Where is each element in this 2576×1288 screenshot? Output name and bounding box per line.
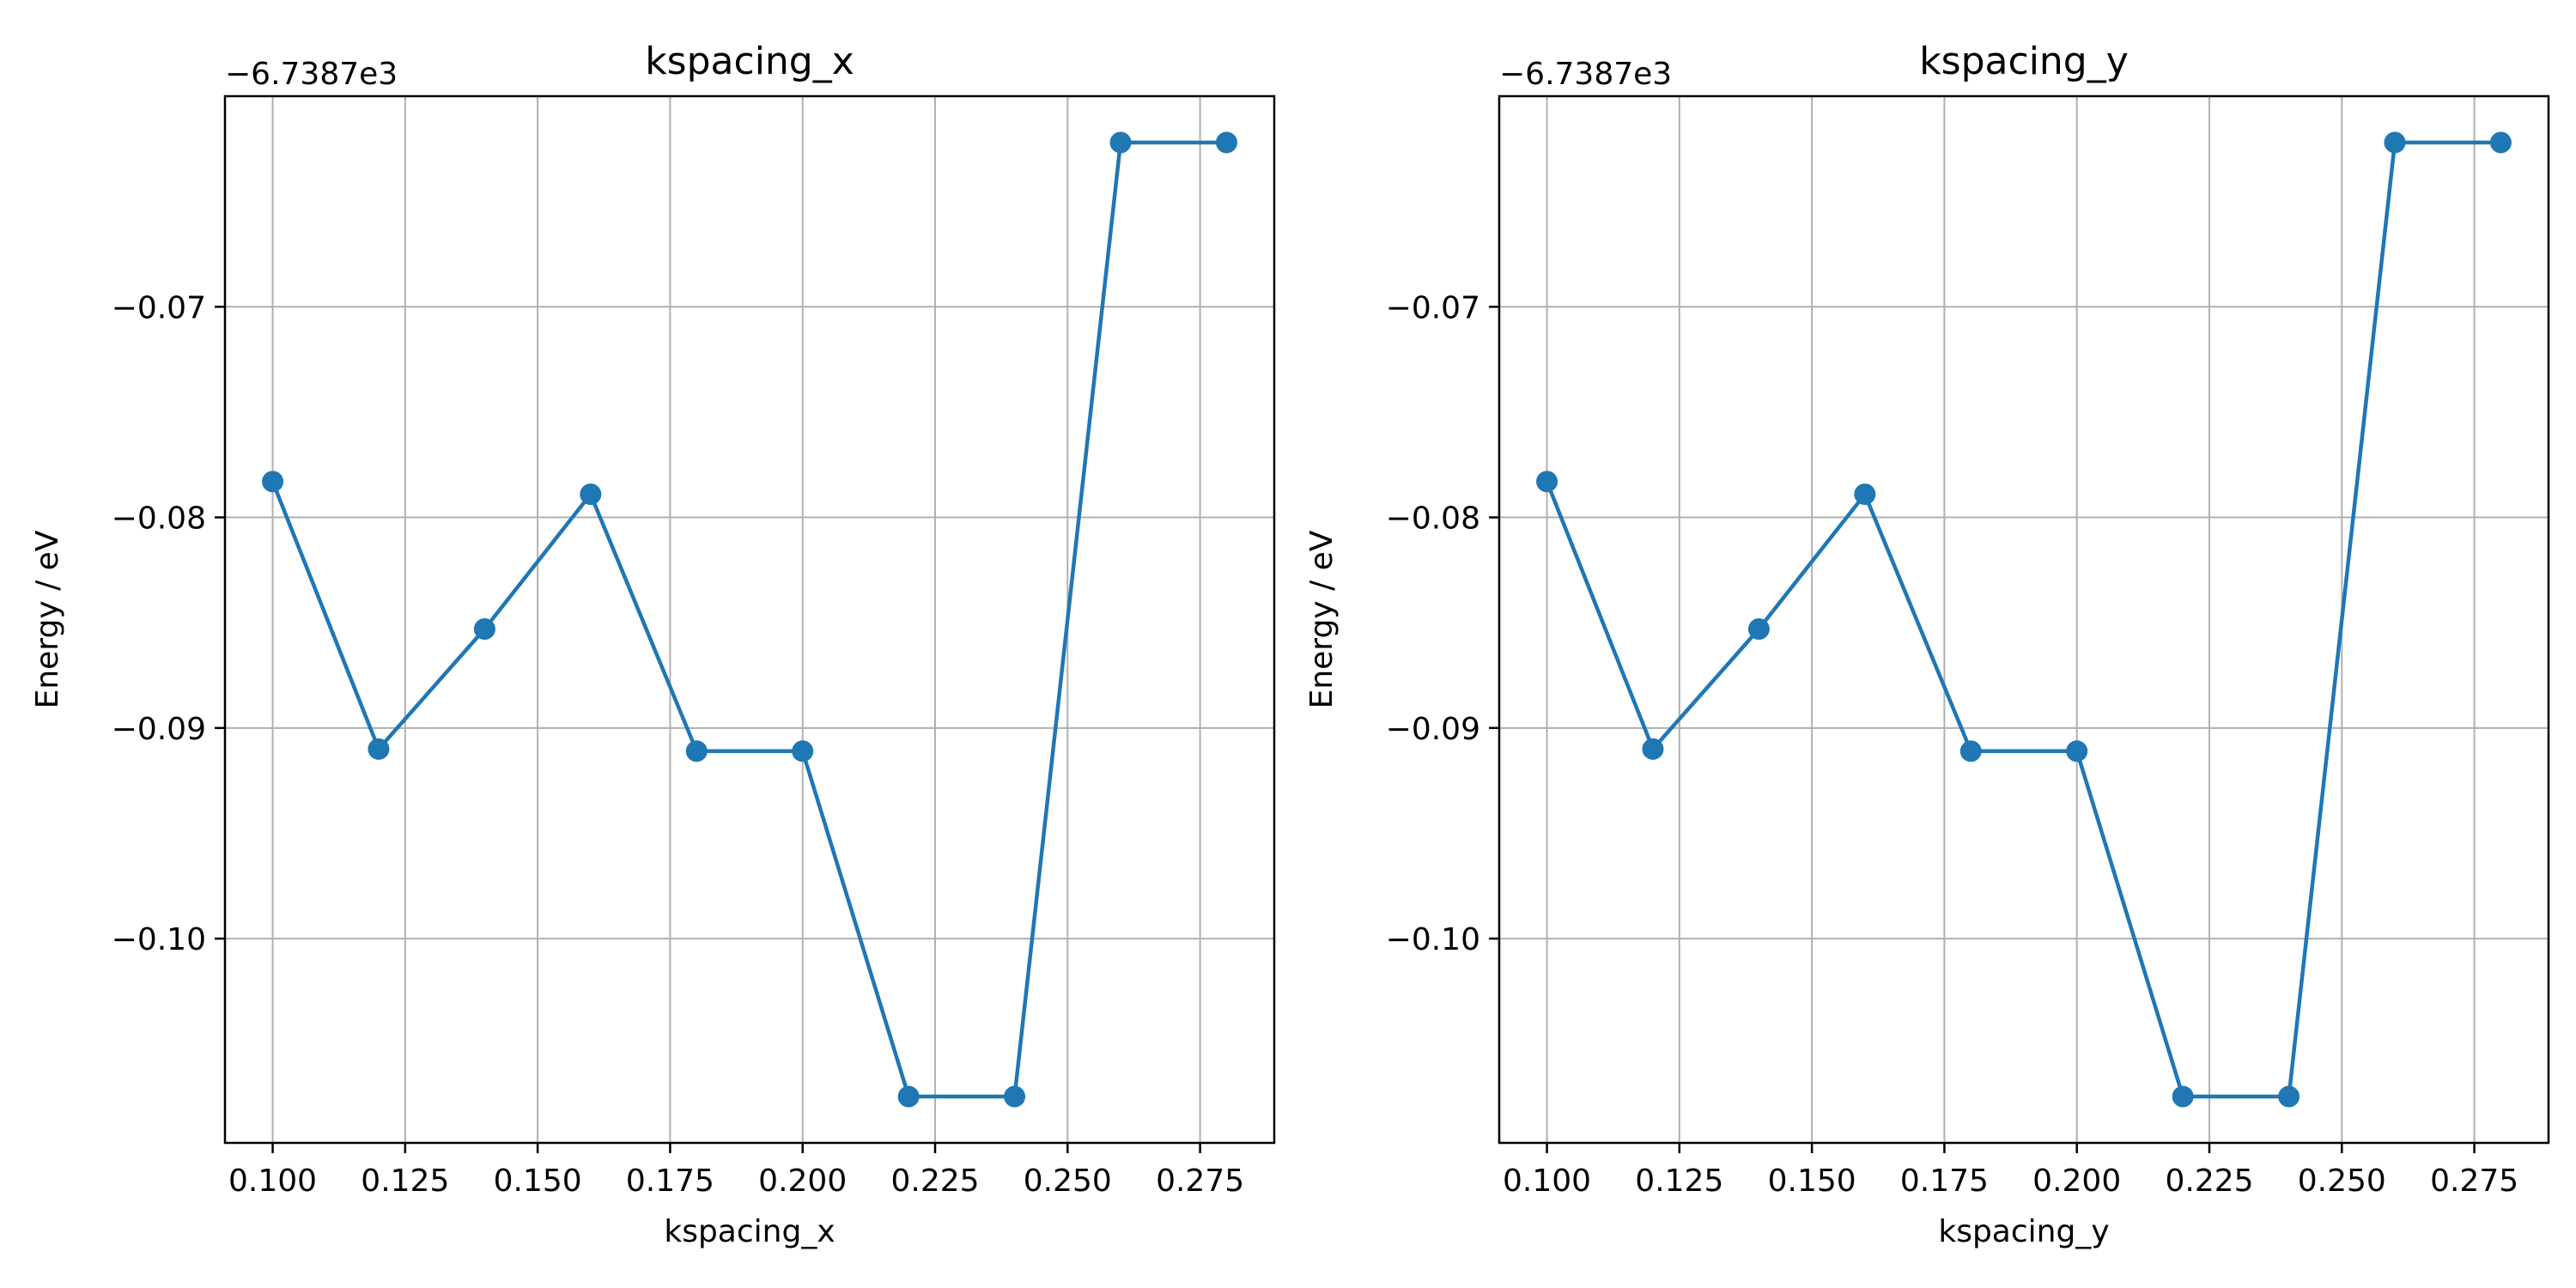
x-tick-label: 0.100 (228, 1163, 317, 1199)
chart-title: kspacing_x (645, 39, 854, 83)
y-offset-label: −6.7387e3 (225, 57, 398, 92)
data-point (2489, 131, 2512, 154)
y-tick-label: −0.08 (112, 501, 206, 537)
data-point (580, 483, 602, 506)
data-point (1747, 618, 1770, 641)
x-tick-label: 0.200 (2032, 1163, 2121, 1199)
x-tick-label: 0.275 (1156, 1163, 1244, 1199)
x-axis-label: kspacing_x (664, 1214, 835, 1249)
x-tick-label: 0.150 (1768, 1163, 1856, 1199)
data-point (2278, 1085, 2300, 1108)
data-point (792, 740, 814, 762)
x-tick-label: 0.250 (1024, 1163, 1112, 1199)
x-tick-label: 0.100 (1503, 1163, 1591, 1199)
series-line (1545, 140, 2501, 1099)
x-tick-label: 0.225 (890, 1163, 979, 1199)
chart-kspacing-x: 0.100 0.125 0.150 0.175 0.200 0.225 0.250 0.275… (30, 39, 1276, 1249)
data-point (685, 740, 708, 762)
data-point (368, 738, 390, 760)
y-tick-label: −0.09 (112, 712, 206, 747)
data-point (1109, 131, 1132, 154)
data-point (473, 618, 495, 641)
x-tick-label: 0.225 (2165, 1163, 2253, 1199)
x-tick-label: 0.175 (1900, 1163, 1989, 1199)
x-tick-label: 0.125 (1635, 1163, 1723, 1199)
y-tick-label: −0.10 (1386, 922, 1480, 957)
y-axis-label: Energy / eV (30, 530, 65, 708)
data-point (1215, 131, 1237, 154)
y-tick-label: −0.09 (1386, 712, 1480, 747)
x-axis-label: kspacing_y (1938, 1214, 2109, 1249)
data-point (897, 1085, 920, 1108)
axes-frame (223, 94, 1276, 1145)
data-point (1854, 483, 1876, 506)
y-axis-label: Energy / eV (1304, 530, 1340, 708)
x-tick-label: 0.175 (626, 1163, 714, 1199)
x-tick-label: 0.250 (2298, 1163, 2386, 1199)
y-tick-label: −0.07 (112, 290, 206, 325)
data-point (1642, 738, 1664, 760)
chart-kspacing-y: 0.100 0.125 0.150 0.175 0.200 0.225 0.250 0.275… (1304, 39, 2550, 1249)
data-point (2066, 740, 2088, 762)
chart-title: kspacing_y (1919, 39, 2129, 83)
x-tick-label: 0.275 (2430, 1163, 2518, 1199)
x-tick-label: 0.150 (494, 1163, 582, 1199)
x-tick-label: 0.125 (361, 1163, 449, 1199)
data-point (2384, 131, 2406, 154)
y-tick-label: −0.10 (112, 922, 206, 957)
data-point (1004, 1085, 1026, 1108)
data-point (1536, 471, 1558, 493)
y-tick-label: −0.07 (1386, 290, 1480, 325)
axes-frame (1498, 94, 2550, 1145)
series-line (270, 140, 1227, 1099)
y-offset-label: −6.7387e3 (1499, 57, 1672, 92)
y-tick-label: −0.08 (1386, 501, 1480, 537)
x-tick-label: 0.200 (758, 1163, 847, 1199)
data-point (1959, 740, 1982, 762)
data-point (262, 471, 284, 493)
data-point (2172, 1085, 2194, 1108)
